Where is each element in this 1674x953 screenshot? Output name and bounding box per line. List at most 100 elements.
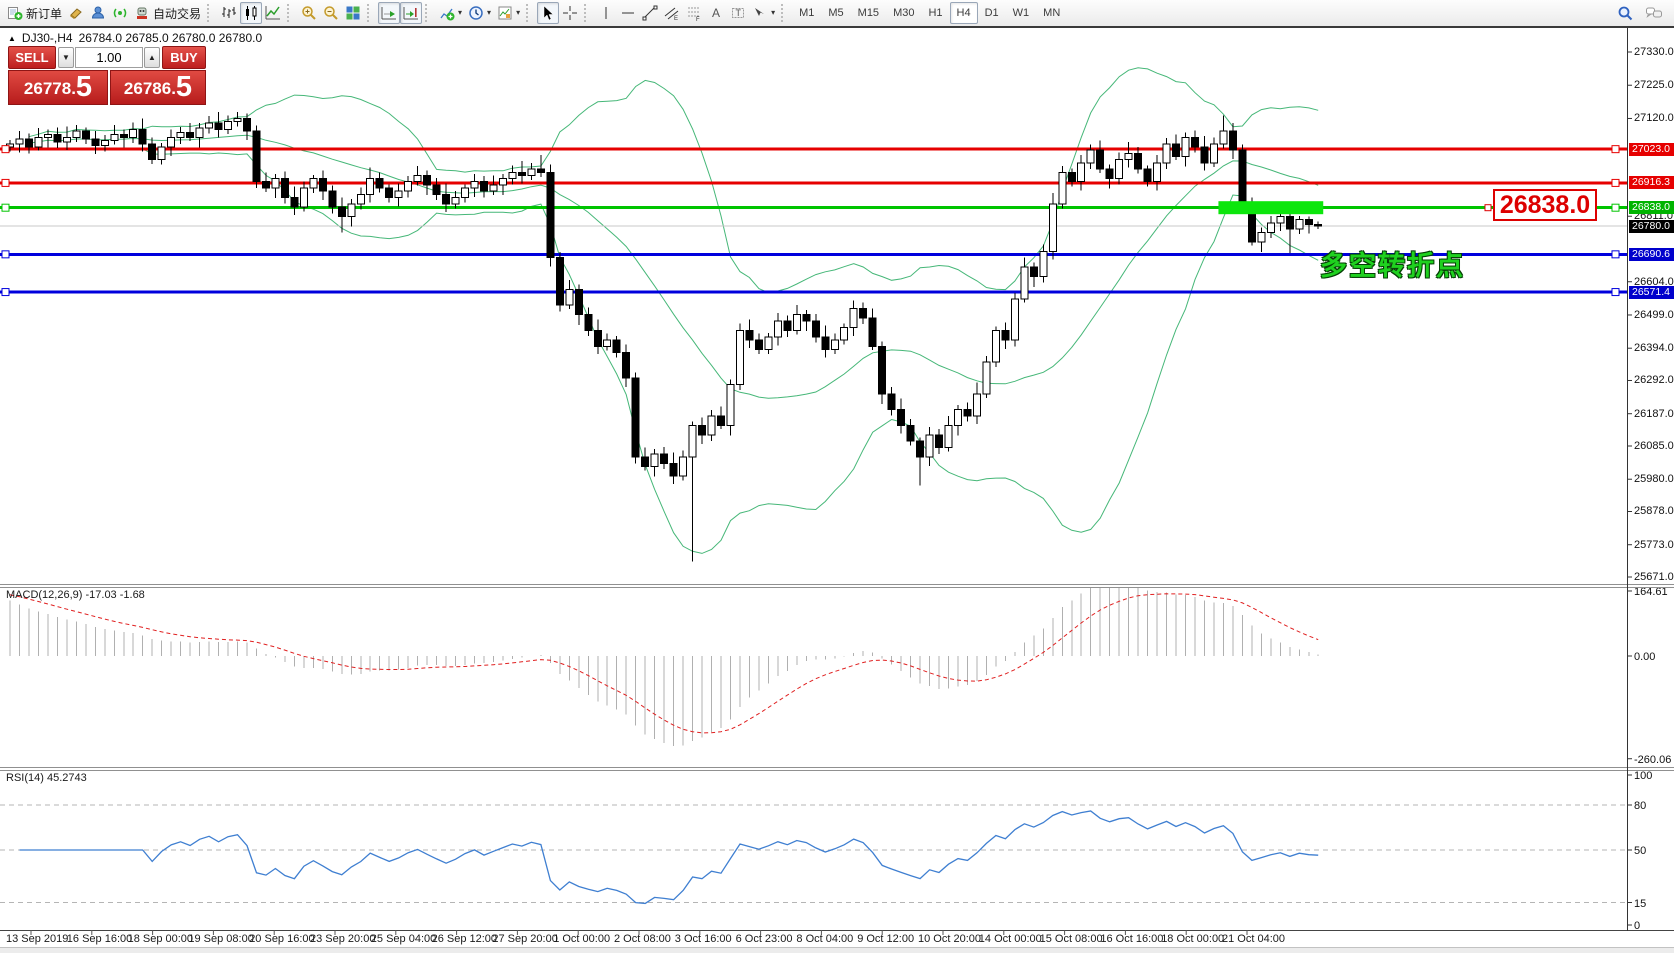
candlestick-button[interactable] [240,2,263,24]
price-callout-box[interactable]: 26838.0 [1493,189,1597,221]
templates-button[interactable]: ▾ [494,2,523,24]
price-level-label: 26838.0 [1629,201,1674,215]
time-axis-label: 13 Sep 2019 [6,933,69,945]
price-level-label: 26916.3 [1629,176,1674,190]
buy-button[interactable]: BUY [162,46,206,69]
crosshair-icon [563,6,578,20]
text-button[interactable]: A [705,2,727,24]
sell-button[interactable]: SELL [8,46,56,69]
macd-axis-tick: -260.06 [1634,753,1672,766]
vertical-line-button[interactable] [595,2,617,24]
toolbar-grip [584,4,590,22]
templates-icon [498,6,512,20]
time-axis-label: 20 Sep 16:00 [249,933,315,945]
chart-shift-button[interactable] [400,2,423,24]
arrows-button[interactable]: ▾ [749,2,778,24]
rsi-value: 45.2743 [46,772,87,784]
time-axis-label: 25 Sep 04:00 [370,933,437,945]
auto-trading-button[interactable]: 自动交易 [131,2,204,24]
svg-text:F: F [696,17,700,21]
search-button[interactable] [1614,2,1636,24]
buy-price-big: 5 [175,71,193,103]
chevron-down-icon: ▾ [487,8,492,17]
zoom-in-icon [302,6,316,20]
cursor-icon [543,5,554,21]
fibonacci-button[interactable]: F [683,2,705,24]
new-order-button[interactable]: 新订单 [4,2,65,24]
price-axis-tick: 26187.0 [1634,407,1674,420]
tab-timeframe-m30[interactable]: M30 [893,7,915,19]
new-order-label: 新订单 [26,6,63,21]
cursor-button[interactable] [537,2,560,24]
tab-timeframe-m15[interactable]: M15 [857,7,880,19]
time-axis-label: 19 Sep 08:00 [188,933,254,945]
auto-scroll-icon [381,7,397,20]
macd-values: -17.03 -1.68 [85,589,145,601]
volume-decrease-button[interactable]: ▼ [58,47,74,68]
tab-timeframe-h1[interactable]: H1 [928,7,943,19]
volume-input[interactable] [75,47,143,68]
collapse-one-click-icon[interactable]: ▲ [8,33,16,43]
tile-windows-button[interactable] [342,2,364,24]
text-label-button[interactable]: T [727,2,749,24]
rsi-label: RSI(14) 45.2743 [6,772,87,784]
tab-timeframe-m5[interactable]: M5 [828,7,844,19]
time-axis-label: 16 Oct 16:00 [1100,933,1164,945]
auto-trading-label: 自动交易 [153,6,202,21]
buy-label: BUY [170,50,198,65]
time-axis-label: 8 Oct 04:00 [796,933,854,945]
auto-trading-icon [137,7,148,19]
time-axis-label: 18 Sep 00:00 [127,933,194,945]
chevron-down-icon: ▾ [516,8,521,17]
arrows-icon [755,8,765,16]
chart-window[interactable] [0,28,1674,952]
indicators-icon [440,8,455,21]
periods-button[interactable]: ▾ [465,2,494,24]
price-axis-tick: 27120.0 [1634,112,1674,125]
profiles-button[interactable] [87,2,109,24]
horizontal-line-button[interactable] [617,2,639,24]
buy-price-box[interactable]: 26786. 5 [110,70,206,105]
turning-point-note[interactable]: 多空转折点 [1320,251,1465,281]
trendline-button[interactable] [639,2,661,24]
chat-button[interactable] [1642,2,1666,24]
tab-timeframe-m1[interactable]: M1 [799,7,815,19]
chat-icon [1646,7,1662,18]
toolbar-grip [287,4,293,22]
volume-increase-button[interactable]: ▲ [144,47,160,68]
tab-timeframe-mn[interactable]: MN [1043,7,1061,19]
time-axis-label: 15 Oct 08:00 [1039,933,1103,945]
bar-chart-button[interactable] [218,2,240,24]
triangle-down-icon: ▼ [62,53,70,62]
channel-icon: E [664,7,679,21]
time-axis-label: 14 Oct 00:00 [978,933,1042,945]
toolbar-grip [425,4,431,22]
crosshair-button[interactable] [559,2,581,24]
styler-button[interactable] [65,2,87,24]
profiles-icon [92,6,105,19]
toolbar-grip [367,4,373,22]
time-axis-label: 10 Oct 20:00 [918,933,981,945]
tab-timeframe-h4[interactable]: H4 [949,2,978,24]
zoom-out-button[interactable] [320,2,342,24]
price-axis-tick: 26085.0 [1634,439,1674,452]
sell-price-box[interactable]: 26778. 5 [8,70,108,105]
line-chart-button[interactable] [262,2,284,24]
price-axis-tick: 25671.0 [1634,571,1674,583]
price-axis-tick: 27225.0 [1634,79,1674,92]
ohlc-values: 26784.0 26785.0 26780.0 26780.0 [78,31,263,45]
styler-icon [70,8,82,19]
channel-button[interactable]: E [661,2,683,24]
auto-scroll-button[interactable] [378,2,401,24]
zoom-in-button[interactable] [298,2,320,24]
svg-text:T: T [736,8,742,18]
time-axis-label: 9 Oct 12:00 [857,933,915,945]
time-axis-label: 1 Oct 00:00 [553,933,611,945]
time-axis-label: 21 Oct 04:00 [1222,933,1285,945]
signals-button[interactable] [109,2,131,24]
tab-timeframe-w1[interactable]: W1 [1012,7,1030,19]
tab-timeframe-d1[interactable]: D1 [984,7,999,19]
time-axis-label: 27 Sep 20:00 [492,933,558,945]
trendline-icon [642,5,658,21]
indicators-button[interactable]: ▾ [436,2,465,24]
